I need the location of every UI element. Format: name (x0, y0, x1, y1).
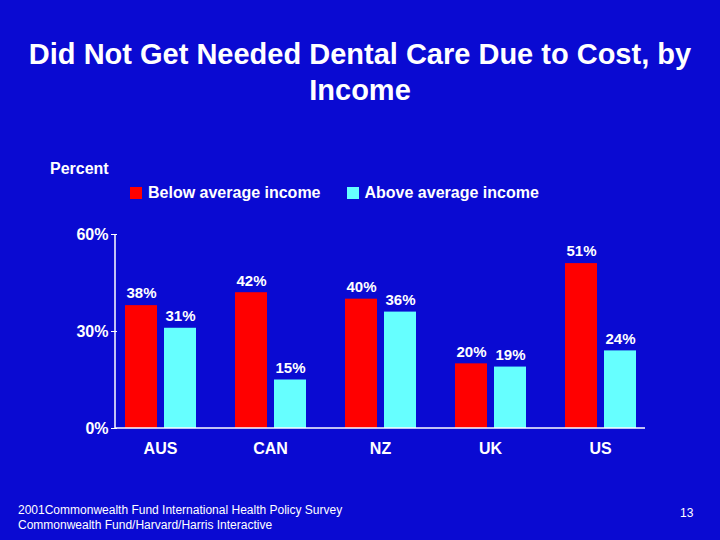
svg-text:31%: 31% (165, 307, 195, 324)
svg-text:20%: 20% (456, 343, 486, 360)
svg-text:0%: 0% (85, 420, 108, 437)
svg-text:30%: 30% (76, 323, 108, 340)
svg-text:US: US (589, 440, 612, 457)
html-text:13: 13 (680, 506, 694, 520)
html-text:Below average income: Below average income (148, 184, 321, 201)
svg-text:UK: UK (479, 440, 503, 457)
svg-text:42%: 42% (236, 272, 266, 289)
svg-text:38%: 38% (126, 284, 156, 301)
html-text:Commonwealth Fund/Harvard/Harr: Commonwealth Fund/Harvard/Harris Interac… (18, 518, 273, 532)
svg-text:19%: 19% (495, 346, 525, 363)
svg-text:AUS: AUS (144, 440, 178, 457)
svg-text:CAN: CAN (253, 440, 288, 457)
html-text:Above average income: Above average income (364, 184, 539, 201)
svg-text:NZ: NZ (370, 440, 392, 457)
html-text:Percent: Percent (50, 160, 109, 177)
svg-text:51%: 51% (566, 242, 596, 259)
svg-text:60%: 60% (76, 226, 108, 243)
svg-text:24%: 24% (605, 330, 635, 347)
html-text:Did Not Get Needed Dental Care: Did Not Get Needed Dental Care Due to Co… (28, 38, 692, 106)
html-text:2001Commonwealth Fund Internat: 2001Commonwealth Fund International Heal… (18, 503, 343, 517)
svg-text:36%: 36% (385, 291, 415, 308)
svg-text:15%: 15% (275, 359, 305, 376)
svg-text:40%: 40% (346, 278, 376, 295)
